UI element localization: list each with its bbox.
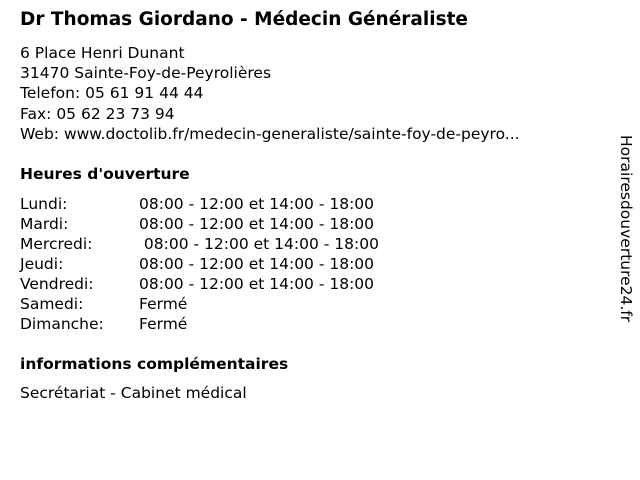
time: 08:00 - 12:00 et 14:00 - 18:00: [139, 215, 375, 233]
hours-row: Mardi: 08:00 - 12:00 et 14:00 - 18:00: [20, 214, 374, 234]
city: 31470 Sainte-Foy-de-Peyrolières: [20, 64, 272, 83]
info-text: Secrétariat - Cabinet médical: [20, 384, 247, 402]
hours-row: Jeudi: 08:00 - 12:00 et 14:00 - 18:00: [20, 254, 374, 274]
watermark: Horairesdouverture24.fr: [617, 135, 635, 323]
hours-row: Vendredi: 08:00 - 12:00 et 14:00 - 18:00: [20, 274, 374, 294]
day: Lundi:: [20, 195, 68, 213]
time: 08:00 - 12:00 et 14:00 - 18:00: [139, 255, 375, 273]
page-title: Dr Thomas Giordano - Médecin Généraliste: [20, 9, 468, 30]
hours-table: Lundi: 08:00 - 12:00 et 14:00 - 18:00 Mar…: [20, 194, 379, 334]
day: Jeudi:: [20, 255, 64, 273]
hours-row: Samedi: Fermé: [20, 294, 187, 314]
phone: Telefon: 05 61 91 44 44: [20, 84, 204, 103]
time: 08:00 - 12:00 et 14:00 - 18:00: [139, 275, 375, 293]
hours-row: Mercredi: 08:00 - 12:00 et 14:00 - 18:00: [20, 234, 379, 254]
day: Dimanche:: [20, 315, 104, 333]
day: Vendredi:: [20, 275, 94, 293]
day: Mardi:: [20, 215, 69, 233]
time: Fermé: [139, 315, 188, 333]
time: Fermé: [139, 295, 188, 313]
day: Mercredi:: [20, 235, 93, 253]
hours-heading: Heures d'ouverture: [20, 165, 190, 183]
time: 08:00 - 12:00 et 14:00 - 18:00: [139, 195, 375, 213]
hours-row: Lundi: 08:00 - 12:00 et 14:00 - 18:00: [20, 194, 374, 214]
contact-info: 6 Place Henri Dunant 31470 Sainte-Foy-de…: [20, 43, 520, 144]
fax: Fax: 05 62 23 73 94: [20, 104, 175, 123]
info-heading: informations complémentaires: [20, 355, 289, 373]
street: 6 Place Henri Dunant: [20, 44, 185, 62]
day: Samedi:: [20, 295, 84, 313]
hours-row: Dimanche: Fermé: [20, 314, 187, 334]
website: Web: www.doctolib.fr/medecin-generaliste…: [20, 124, 520, 143]
time: 08:00 - 12:00 et 14:00 - 18:00: [139, 235, 379, 253]
